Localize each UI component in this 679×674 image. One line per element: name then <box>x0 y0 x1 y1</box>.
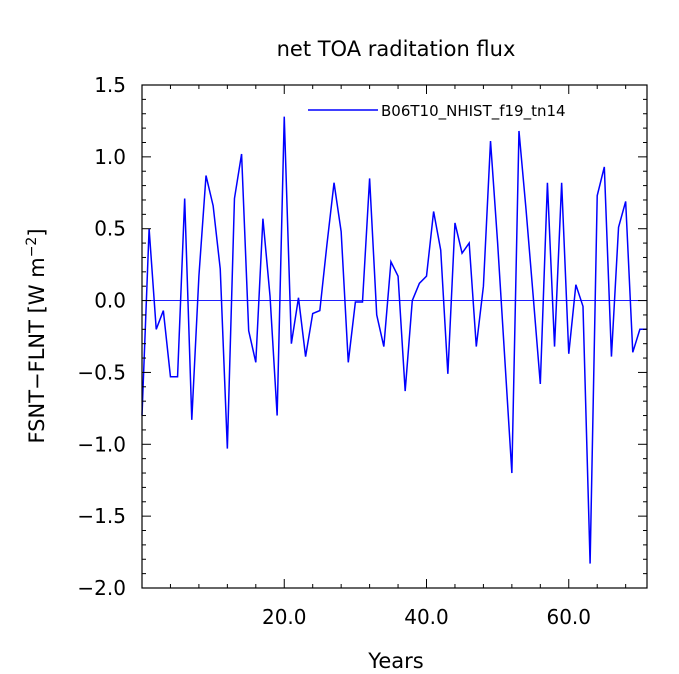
series-layer <box>141 116 647 564</box>
x-axis: 20.0 40.0 60.0 <box>169 85 627 629</box>
x-axis-title: Years <box>367 649 423 673</box>
y-tick-label: −2.0 <box>77 576 126 600</box>
plot-frame <box>141 84 648 589</box>
chart-title: net TOA raditation flux <box>277 37 516 61</box>
y-tick-label: −0.5 <box>77 360 126 384</box>
y-axis-title-end: ] <box>25 228 49 236</box>
y-tick-label: 1.5 <box>94 73 126 97</box>
y-tick-label: 0.5 <box>94 217 126 241</box>
y-axis: 1.5 1.0 0.5 0.0 −0.5 −1.0 −1.5 −2.0 <box>77 73 647 600</box>
y-tick-label: 0.0 <box>94 289 126 313</box>
legend-label: B06T10_NHIST_f19_tn14 <box>381 102 566 121</box>
x-tick-label: 20.0 <box>262 605 307 629</box>
y-axis-title: FSNT−FLNT [W m−2] <box>24 228 49 443</box>
y-tick-label: −1.5 <box>77 504 126 528</box>
y-tick-label: 1.0 <box>94 145 126 169</box>
legend: B06T10_NHIST_f19_tn14 <box>308 102 566 121</box>
y-tick-label: −1.0 <box>77 432 126 456</box>
x-tick-label: 40.0 <box>404 605 449 629</box>
y-axis-title-main: FSNT−FLNT [W m <box>25 257 49 443</box>
y-axis-title-superscript: −2 <box>24 237 40 258</box>
series-line <box>141 116 647 564</box>
x-tick-label: 60.0 <box>546 605 591 629</box>
